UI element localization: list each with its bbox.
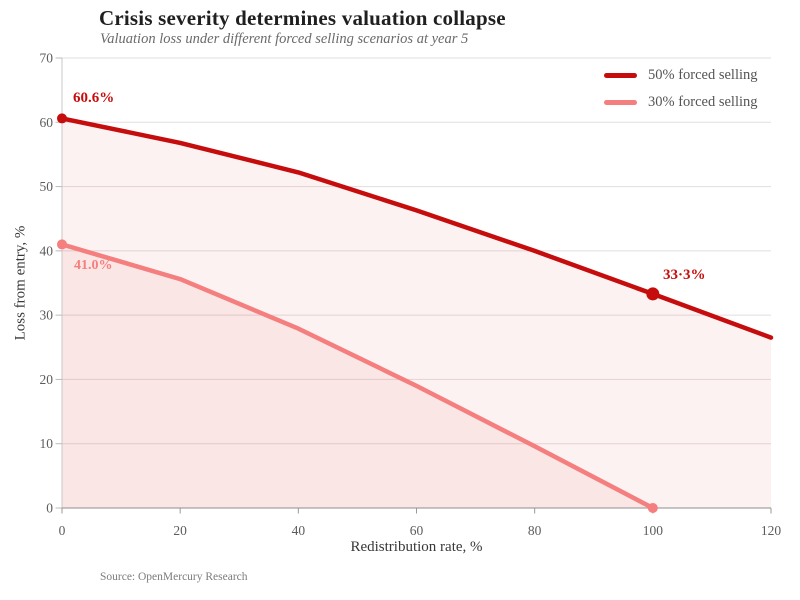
y-tick-label: 10	[40, 436, 54, 451]
legend: 50% forced selling 30% forced selling	[604, 62, 758, 116]
x-tick-label: 20	[173, 523, 187, 538]
data-label-50-start: 60.6%	[73, 90, 115, 106]
y-tick-label: 60	[40, 115, 54, 130]
x-tick-label: 60	[410, 523, 424, 538]
series-marker-1	[647, 503, 658, 513]
series-line-1	[59, 242, 656, 511]
data-label-30-start: 41.0%	[74, 258, 113, 273]
series-marker-0	[646, 287, 660, 301]
legend-item-50: 50% forced selling	[604, 62, 758, 89]
legend-label-30: 30% forced selling	[648, 94, 758, 110]
y-tick-label: 0	[46, 501, 53, 516]
page-title: Crisis severity determines valuation col…	[99, 6, 506, 30]
legend-label-50: 50% forced selling	[648, 67, 758, 83]
x-tick-label: 120	[761, 523, 782, 538]
y-tick-label: 70	[40, 51, 54, 66]
y-tick-label: 20	[40, 372, 54, 387]
x-tick-label: 40	[292, 523, 306, 538]
legend-swatch-50-icon	[604, 73, 637, 78]
x-tick-label: 100	[643, 523, 664, 538]
legend-item-30: 30% forced selling	[604, 89, 758, 116]
y-axis-title: Loss from entry, %	[12, 225, 29, 341]
y-tick-label: 40	[40, 243, 54, 258]
y-tick-label: 50	[40, 179, 54, 194]
page-subtitle: Valuation loss under different forced se…	[100, 31, 469, 47]
source-note: Source: OpenMercury Research	[100, 571, 248, 583]
series-area-1	[62, 244, 653, 508]
series-marker-1	[57, 239, 67, 250]
x-tick-label: 80	[528, 523, 542, 538]
data-label-50-mid: 33·3%	[663, 267, 706, 283]
y-tick-label: 30	[40, 308, 54, 323]
x-axis-title: Redistribution rate, %	[350, 539, 483, 555]
series-marker-0	[57, 113, 67, 124]
legend-swatch-30-icon	[604, 100, 637, 105]
series-area-0	[62, 118, 771, 509]
x-tick-label: 0	[59, 523, 66, 538]
